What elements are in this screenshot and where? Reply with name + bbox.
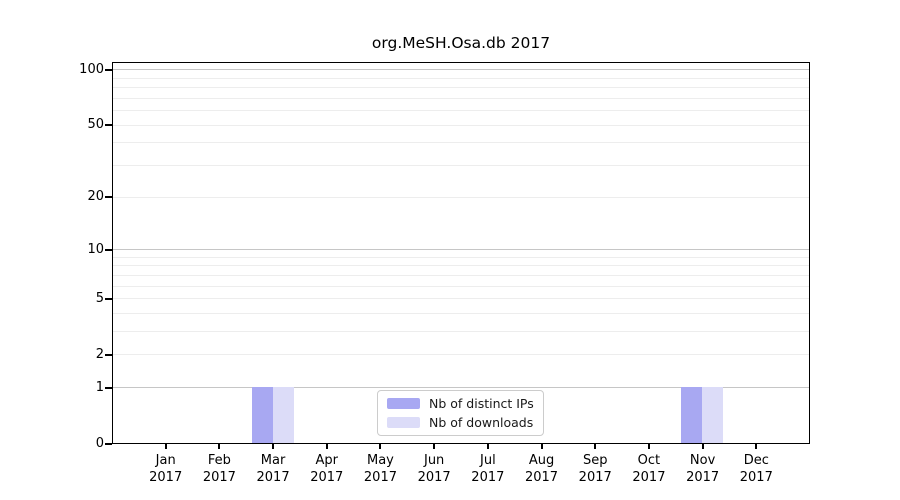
- x-tick-label: Nov 2017: [671, 452, 735, 486]
- x-tick-mark: [272, 443, 275, 449]
- x-tick-mark: [647, 443, 650, 449]
- legend-swatch: [387, 398, 420, 409]
- x-tick-label: Jun 2017: [402, 452, 466, 486]
- x-tick-mark: [755, 443, 758, 449]
- bar-distinct-ips: [251, 386, 273, 443]
- x-tick-month: Feb: [207, 453, 231, 468]
- x-tick-label: Feb 2017: [187, 452, 251, 486]
- legend-entry: Nb of downloads: [387, 415, 534, 430]
- x-tick-month: Aug: [528, 453, 555, 468]
- gridline-major: [113, 249, 809, 250]
- bar-distinct-ips: [681, 386, 703, 443]
- x-tick-month: May: [367, 453, 394, 468]
- x-tick-year: 2017: [739, 470, 773, 485]
- gridline-minor: [113, 110, 809, 112]
- x-tick-label: Dec 2017: [724, 452, 788, 486]
- x-tick-mark: [486, 443, 489, 449]
- y-tick-label: 10: [87, 241, 104, 257]
- gridline-minor: [113, 196, 809, 198]
- chart-title: org.MeSH.Osa.db 2017: [371, 34, 551, 52]
- gridline-major: [113, 69, 809, 71]
- x-tick-month: Sep: [582, 453, 608, 468]
- plot-area: [112, 62, 810, 444]
- x-tick-label: Sep 2017: [563, 452, 627, 486]
- x-tick-mark: [164, 443, 167, 449]
- legend-swatch: [387, 417, 420, 428]
- y-tick-mark: [105, 124, 112, 127]
- x-tick-year: 2017: [417, 470, 451, 485]
- bar-downloads: [272, 386, 294, 443]
- x-tick-label: Jan 2017: [134, 452, 198, 486]
- x-tick-year: 2017: [524, 470, 559, 485]
- gridline-major: [113, 387, 809, 389]
- x-tick-mark: [540, 443, 543, 449]
- x-tick-label: Jul 2017: [456, 452, 520, 486]
- y-tick-mark: [105, 386, 112, 389]
- y-tick-label: 50: [87, 117, 104, 133]
- x-tick-year: 2017: [686, 470, 720, 485]
- gridline-minor: [113, 77, 809, 79]
- y-tick-mark: [105, 443, 112, 445]
- y-tick-label: 1: [95, 379, 104, 395]
- x-tick-month: Apr: [315, 453, 339, 468]
- y-tick-mark: [105, 68, 112, 71]
- gridline-minor: [113, 312, 809, 314]
- gridline-minor: [113, 164, 809, 166]
- legend-entry: Nb of distinct IPs: [387, 396, 534, 411]
- x-tick-label: May 2017: [348, 452, 412, 486]
- y-tick-mark: [105, 248, 112, 251]
- gridline-minor: [113, 124, 809, 126]
- gridline-minor: [113, 274, 809, 276]
- x-tick-month: Jun: [423, 453, 445, 468]
- x-tick-year: 2017: [202, 470, 236, 485]
- x-tick-year: 2017: [578, 470, 612, 485]
- x-tick-month: Nov: [689, 453, 716, 468]
- y-tick-label: 0: [95, 436, 104, 451]
- y-tick-label: 100: [79, 61, 104, 77]
- x-tick-month: Mar: [260, 453, 286, 468]
- x-tick-year: 2017: [149, 470, 183, 485]
- gridline-minor: [113, 97, 809, 99]
- x-tick-year: 2017: [632, 470, 666, 485]
- x-tick-label: Mar 2017: [241, 452, 305, 486]
- y-tick-label: 2: [95, 346, 104, 362]
- x-tick-year: 2017: [310, 470, 344, 485]
- gridline-minor: [113, 285, 809, 287]
- x-tick-label: Oct 2017: [617, 452, 681, 486]
- legend-label: Nb of distinct IPs: [429, 396, 534, 411]
- x-tick-month: Jul: [480, 453, 496, 468]
- x-tick-mark: [218, 443, 221, 449]
- legend-label: Nb of downloads: [429, 415, 534, 430]
- y-tick-mark: [105, 353, 112, 356]
- x-tick-label: Apr 2017: [295, 452, 359, 486]
- legend: Nb of distinct IPs Nb of downloads: [377, 390, 544, 436]
- x-tick-label: Aug 2017: [510, 452, 574, 486]
- gridline-minor: [113, 87, 809, 89]
- gridline-minor: [113, 142, 809, 144]
- x-tick-year: 2017: [256, 470, 290, 485]
- x-tick-month: Jan: [155, 453, 176, 468]
- gridline-minor: [113, 265, 809, 267]
- y-tick-mark: [105, 196, 112, 199]
- gridline-minor: [113, 354, 809, 356]
- gridline-minor: [113, 331, 809, 333]
- x-tick-mark: [594, 443, 597, 449]
- x-tick-mark: [701, 443, 704, 449]
- y-tick-label: 5: [95, 290, 104, 306]
- bar-downloads: [702, 386, 724, 443]
- y-tick-label: 20: [87, 189, 104, 205]
- x-tick-mark: [433, 443, 436, 449]
- x-tick-month: Oct: [637, 453, 661, 468]
- x-tick-month: Dec: [743, 453, 769, 468]
- gridline-minor: [113, 298, 809, 300]
- x-tick-year: 2017: [363, 470, 397, 485]
- x-tick-year: 2017: [471, 470, 505, 485]
- x-tick-mark: [325, 443, 328, 449]
- x-tick-mark: [379, 443, 382, 449]
- gridline-minor: [113, 256, 809, 258]
- y-tick-mark: [105, 297, 112, 300]
